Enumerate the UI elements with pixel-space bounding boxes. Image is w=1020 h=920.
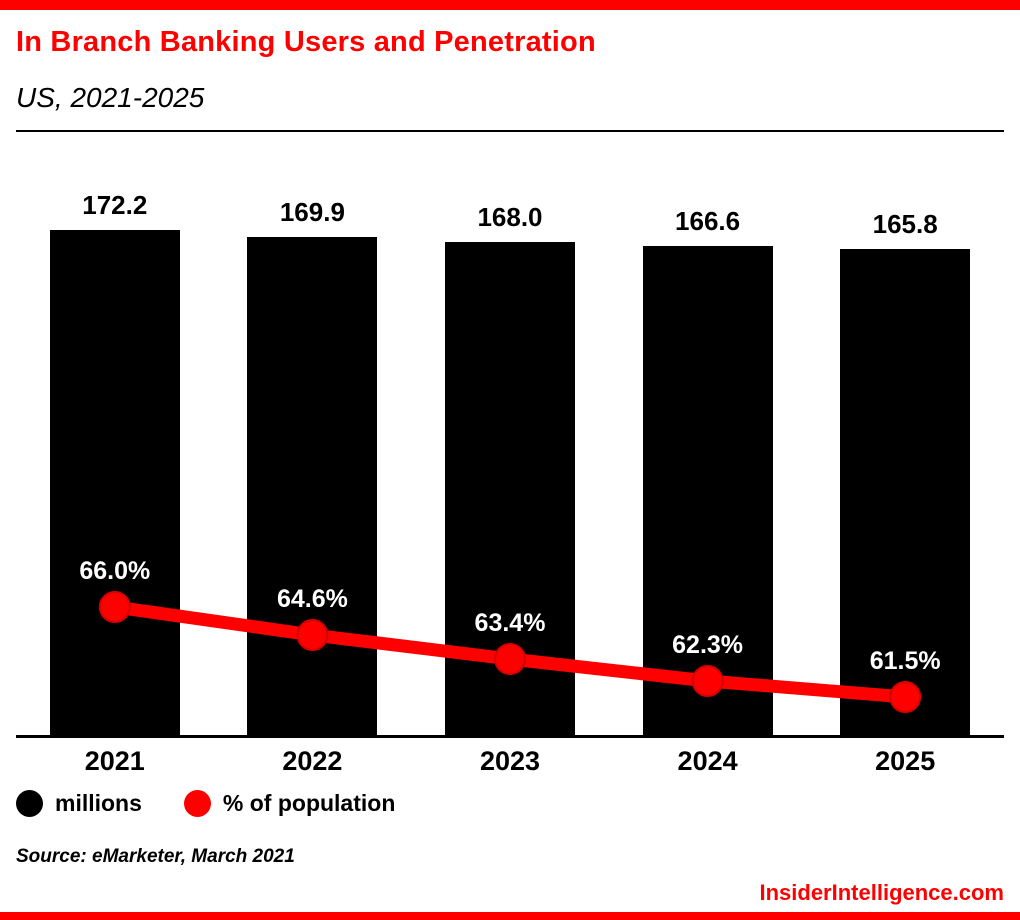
source-note: Source: eMarketer, March 2021 [16, 846, 295, 867]
header-divider [16, 130, 1004, 132]
line-value-label: 63.4% [474, 609, 546, 637]
bar-value-label: 169.9 [279, 196, 345, 227]
bar-2022 [247, 236, 378, 735]
legend-item: millions [16, 790, 142, 817]
bar-value-label: 172.2 [82, 190, 148, 220]
chart-legend: millions % of population [16, 790, 395, 817]
x-axis-label: 2025 [875, 746, 936, 776]
x-axis-label: 2023 [479, 746, 541, 776]
bar-value-label: 165.8 [872, 208, 938, 239]
top-accent-bar [0, 0, 1020, 10]
chart-subtitle: US, 2021-2025 [16, 82, 205, 113]
bar-2024 [642, 246, 773, 735]
line-value-label: 62.3% [672, 631, 744, 659]
bottom-accent-bar [0, 912, 1020, 920]
legend-label: millions [55, 790, 142, 816]
line-value-label: 66.0% [79, 557, 151, 585]
bar-line-chart: 172.2 2021 169.9 2022 168.0 2023 166.6 2024 165.… [16, 150, 1004, 790]
line-value-label: 64.6% [276, 585, 348, 613]
legend-label: % of population [222, 790, 396, 816]
x-axis-label: 2024 [677, 746, 738, 776]
x-axis-line [16, 735, 1004, 738]
millions-swatch-icon [16, 790, 43, 817]
bar-2021 [49, 230, 180, 735]
bar-value-label: 166.6 [675, 206, 741, 237]
line-value-label: 61.5% [869, 647, 941, 675]
population-swatch-icon [183, 790, 211, 817]
chart-title: In Branch Banking Users and Penetration [16, 26, 596, 58]
bar-value-label: 168.0 [477, 202, 543, 233]
bar-2023 [445, 242, 575, 735]
brand-link[interactable]: InsiderIntelligence.com [759, 880, 1004, 905]
legend-item: % of population [183, 790, 396, 817]
x-axis-label: 2022 [282, 746, 343, 776]
x-axis-label: 2021 [84, 746, 145, 776]
